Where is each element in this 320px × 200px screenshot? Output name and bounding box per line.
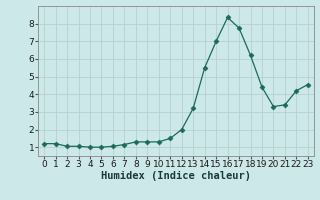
X-axis label: Humidex (Indice chaleur): Humidex (Indice chaleur) — [101, 171, 251, 181]
